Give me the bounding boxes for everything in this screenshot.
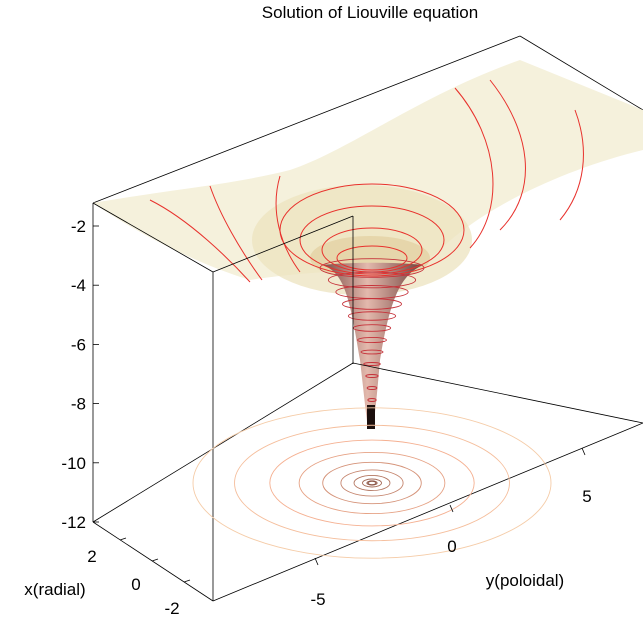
surface-contour xyxy=(319,258,425,278)
base-contour xyxy=(298,451,446,515)
base-contour xyxy=(362,478,382,488)
z-tick-label: -10 xyxy=(61,454,86,473)
liouville-surface xyxy=(93,60,643,429)
y-poloidal-tick-mark xyxy=(581,447,586,456)
x-radial-tick-label: -2 xyxy=(164,599,179,618)
x-radial-tick-mark xyxy=(119,537,127,541)
y-poloidal-axis-ticks: -5 0 5 xyxy=(310,447,592,609)
base-contour xyxy=(340,469,404,497)
base-contour xyxy=(353,474,391,492)
z-tick-label: -2 xyxy=(71,217,86,236)
surface-throat xyxy=(322,262,423,428)
surface-sheet xyxy=(93,60,643,280)
x-radial-tick-mark xyxy=(151,558,159,562)
y-poloidal-tick-mark xyxy=(314,557,319,566)
surface-contour xyxy=(279,183,465,277)
box-front-edges xyxy=(92,202,643,602)
surface-contour xyxy=(336,245,408,271)
base-contour xyxy=(366,480,378,486)
base-contour xyxy=(192,407,552,559)
surface-contour xyxy=(342,298,402,310)
surface-contour xyxy=(367,398,377,402)
x-radial-tick-label: 0 xyxy=(131,575,140,594)
surface-contour xyxy=(489,79,526,231)
z-tick-label: -4 xyxy=(71,276,86,295)
x-radial-axis-ticks: 2 0 -2 xyxy=(87,537,191,618)
surface-contour xyxy=(559,109,584,221)
surface-contour xyxy=(149,199,251,283)
z-tick-label: -6 xyxy=(71,335,86,354)
base-contour-lines xyxy=(192,407,552,559)
surface-contour xyxy=(299,205,445,275)
base-contour xyxy=(269,439,475,527)
base-contour xyxy=(322,461,422,505)
chart-title: Solution of Liouville equation xyxy=(262,3,478,22)
surface-contour xyxy=(275,175,301,273)
surface-contour xyxy=(363,362,381,366)
surface-contour xyxy=(327,271,417,289)
z-tick-label: -12 xyxy=(61,513,86,532)
surface-contour xyxy=(209,185,263,281)
x-radial-tick-mark xyxy=(183,579,191,583)
y-poloidal-tick-label: -5 xyxy=(310,590,325,609)
x-axis-label: y(poloidal) xyxy=(486,571,564,590)
z-axis-ticks: -2 -4 -6 -8 -10 -12 xyxy=(61,217,99,532)
surface-contour xyxy=(360,349,384,355)
surface-contour xyxy=(366,386,378,390)
y-poloidal-tick-mark xyxy=(449,504,454,513)
y-poloidal-tick-label: 5 xyxy=(582,487,591,506)
surface-contour xyxy=(454,87,494,249)
y-axis-label: x(radial) xyxy=(24,580,85,599)
surface-contour xyxy=(365,374,379,378)
z-tick-label: -8 xyxy=(71,395,86,414)
throat-tip xyxy=(367,405,375,429)
base-contour xyxy=(367,480,377,486)
surface-contour xyxy=(347,311,397,321)
x-radial-tick-label: 2 xyxy=(87,547,96,566)
surface-contour xyxy=(357,336,387,344)
y-poloidal-tick-label: 0 xyxy=(447,537,456,556)
base-contour xyxy=(234,424,510,542)
